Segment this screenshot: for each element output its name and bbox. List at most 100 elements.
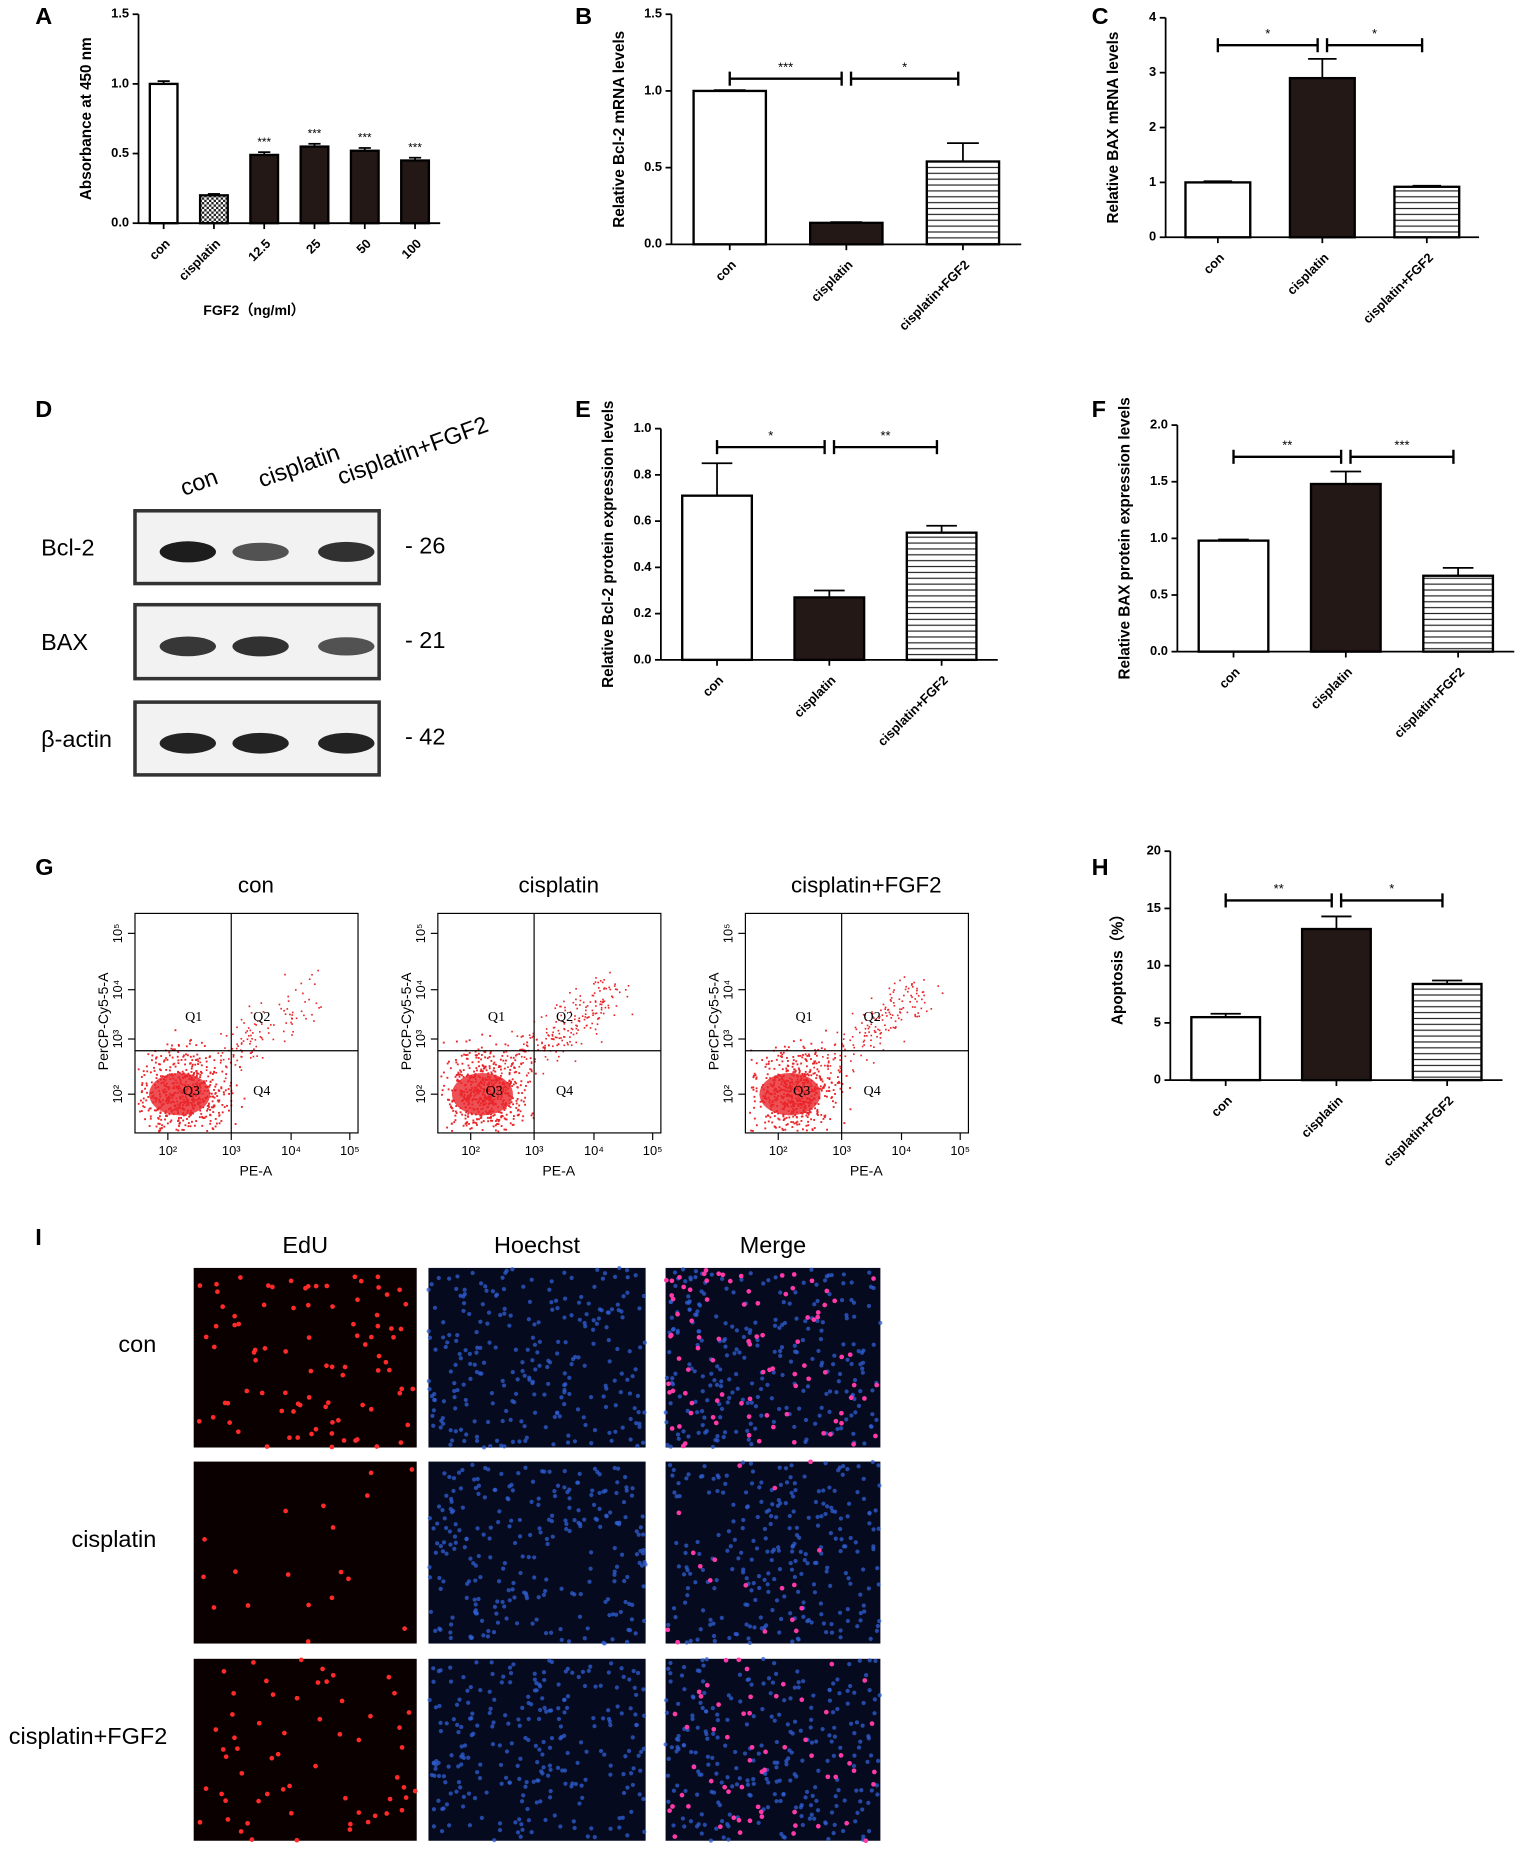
- nucleus: [530, 1621, 535, 1626]
- nucleus: [852, 1731, 857, 1736]
- nucleus: [474, 1350, 479, 1355]
- event-dot: [778, 1064, 781, 1066]
- edu-cell: [330, 1672, 336, 1678]
- nucleus: [734, 1347, 739, 1352]
- edu-cell: [720, 1272, 726, 1278]
- event-dot: [155, 1125, 158, 1128]
- nucleus: [790, 1549, 795, 1554]
- event-dot: [563, 1027, 565, 1030]
- x-axis-label: FGF2（ng/ml）: [203, 302, 305, 318]
- nucleus: [438, 1668, 443, 1673]
- event-dot: [209, 1122, 212, 1125]
- nucleus: [638, 1548, 643, 1554]
- event-dot: [200, 1112, 203, 1115]
- event-dot: [832, 1058, 835, 1061]
- nucleus: [546, 1381, 551, 1387]
- event-dot: [463, 1053, 466, 1056]
- event-dot: [197, 1063, 199, 1066]
- event-dot: [894, 1027, 896, 1029]
- nucleus: [866, 1829, 872, 1834]
- event-dot: [870, 1044, 872, 1047]
- event-dot: [177, 1071, 179, 1074]
- nucleus: [563, 1340, 568, 1345]
- nucleus: [746, 1437, 751, 1442]
- edu-cell: [387, 1796, 393, 1802]
- significance-label: **: [1274, 881, 1284, 896]
- nucleus: [698, 1474, 704, 1479]
- event-dot: [140, 1091, 143, 1094]
- nucleus: [710, 1444, 716, 1450]
- event-dot: [200, 1064, 203, 1067]
- event-dot: [209, 1114, 212, 1117]
- nucleus: [549, 1519, 555, 1524]
- significance-label: *: [1372, 26, 1377, 41]
- event-dot: [788, 1116, 791, 1119]
- event-dot: [158, 1129, 161, 1132]
- event-dot: [544, 1044, 546, 1047]
- event-dot: [490, 1113, 492, 1116]
- event-dot: [834, 1057, 837, 1059]
- nucleus: [839, 1297, 845, 1303]
- event-dot: [259, 1036, 262, 1038]
- event-dot: [882, 1003, 885, 1006]
- nucleus: [502, 1306, 507, 1312]
- edu-cell: [690, 1550, 696, 1556]
- event-dot: [220, 1055, 222, 1057]
- nucleus: [693, 1274, 698, 1280]
- event-dot: [195, 1120, 198, 1122]
- nucleus: [817, 1413, 822, 1418]
- nucleus: [674, 1540, 679, 1546]
- nucleus: [792, 1772, 797, 1777]
- event-dot: [440, 1075, 443, 1078]
- nucleus: [572, 1825, 577, 1831]
- nucleus: [798, 1549, 803, 1554]
- event-dot: [825, 1095, 828, 1098]
- nucleus: [714, 1826, 719, 1831]
- edu-cell: [791, 1582, 797, 1588]
- nucleus: [521, 1284, 526, 1289]
- nucleus: [582, 1363, 587, 1368]
- nucleus: [682, 1824, 687, 1829]
- event-dot: [278, 1003, 281, 1006]
- nucleus: [615, 1521, 620, 1526]
- event-dot: [915, 992, 918, 995]
- event-dot: [813, 1127, 816, 1129]
- nucleus: [427, 1575, 433, 1580]
- event-dot: [450, 1107, 453, 1109]
- nucleus: [470, 1270, 475, 1276]
- nucleus: [588, 1395, 594, 1400]
- edu-cell: [336, 1417, 341, 1423]
- blot-band: [318, 541, 375, 562]
- nucleus: [534, 1617, 539, 1622]
- edu-cell: [815, 1310, 821, 1315]
- event-dot: [144, 1087, 147, 1090]
- nucleus: [614, 1685, 619, 1690]
- nucleus: [700, 1374, 705, 1379]
- nucleus: [478, 1345, 483, 1350]
- nucleus: [592, 1835, 597, 1840]
- y-tick-label: 10⁴: [720, 980, 735, 1000]
- nucleus: [526, 1716, 531, 1722]
- edu-cell: [784, 1411, 790, 1417]
- nucleus: [473, 1578, 478, 1583]
- edu-cell: [725, 1734, 730, 1740]
- event-dot: [792, 1055, 795, 1058]
- nucleus: [855, 1624, 860, 1629]
- nucleus: [497, 1509, 502, 1514]
- nucleus: [866, 1800, 871, 1805]
- event-dot: [178, 1122, 181, 1125]
- event-dot: [873, 1046, 875, 1049]
- nucleus: [639, 1563, 645, 1568]
- nucleus: [829, 1273, 834, 1278]
- nucleus: [431, 1666, 436, 1671]
- nucleus: [588, 1664, 593, 1669]
- event-dot: [208, 1056, 211, 1058]
- event-dot: [777, 1054, 780, 1057]
- event-dot: [798, 1123, 801, 1126]
- event-dot: [844, 1048, 846, 1051]
- event-dot: [801, 1056, 804, 1059]
- event-dot: [455, 1040, 458, 1043]
- event-dot: [185, 1045, 188, 1048]
- nucleus: [819, 1328, 824, 1333]
- event-dot: [805, 1065, 808, 1068]
